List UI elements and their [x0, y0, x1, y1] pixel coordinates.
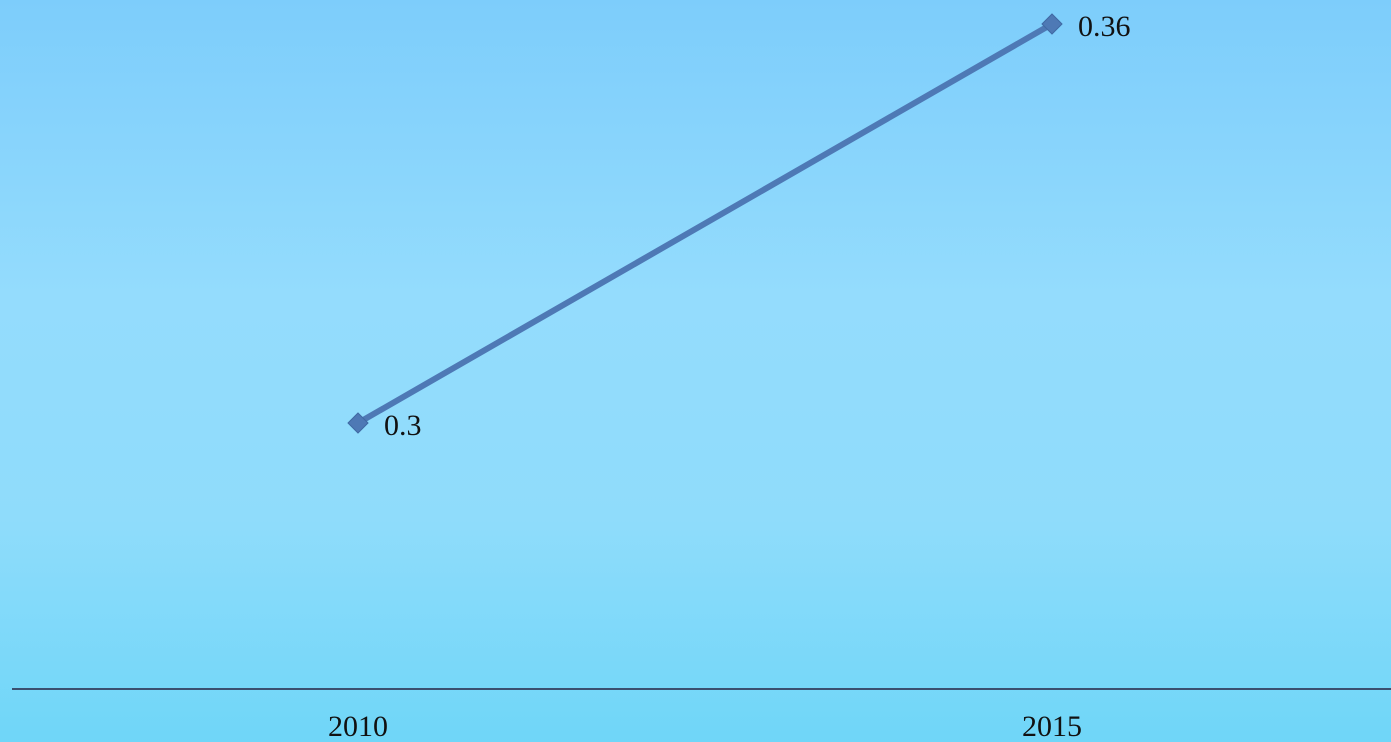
data-point-marker — [1041, 13, 1063, 35]
x-tick-label: 2015 — [1022, 710, 1082, 742]
data-point-marker — [347, 412, 369, 434]
data-label: 0.36 — [1078, 10, 1131, 43]
x-tick-label: 2010 — [328, 710, 388, 742]
x-axis-tick-labels: 2010 2015 — [328, 710, 1082, 742]
data-label: 0.3 — [384, 409, 422, 442]
series-line — [355, 21, 1055, 426]
plot-area: 0.3 0.36 — [347, 10, 1131, 442]
